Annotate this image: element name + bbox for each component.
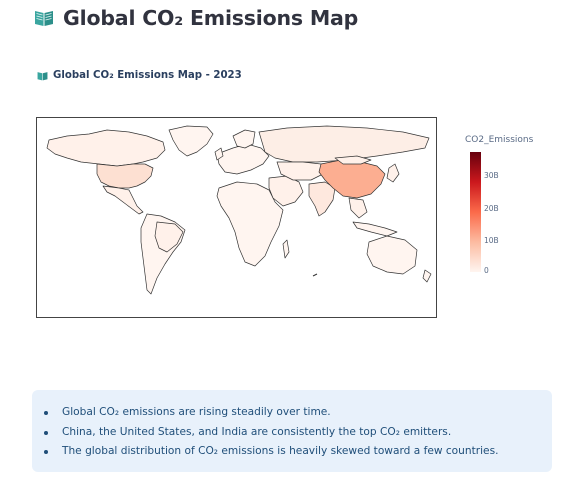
colorbar-tick: 20B [484, 204, 499, 213]
colorbar-title: CO2_Emissions [465, 135, 534, 145]
region-central-asia [276, 161, 324, 181]
region-indonesia [352, 221, 398, 237]
region-japan [386, 163, 400, 183]
region-europe [216, 143, 270, 175]
insight-item: The global distribution of CO₂ emissions… [44, 442, 552, 462]
insight-item: China, the United States, and India are … [44, 423, 552, 443]
region-australia [366, 235, 418, 275]
region-russia [258, 125, 430, 163]
region-scandinavia [232, 129, 256, 149]
book-open-icon [35, 11, 53, 26]
colorbar-gradient [470, 152, 481, 272]
chart-title: Global CO₂ Emissions Map - 2023 [37, 70, 242, 81]
region-madagascar [282, 239, 290, 259]
page-title-text: Global CO₂ Emissions Map [63, 6, 359, 30]
region-brazil [154, 221, 184, 253]
region-united-states [96, 163, 154, 189]
colorbar-tick: 0 [484, 266, 489, 275]
colorbar-tick: 30B [484, 171, 499, 180]
region-southeast-asia [348, 197, 368, 219]
insights-box: Global CO₂ emissions are rising steadily… [32, 390, 552, 472]
book-open-icon [37, 71, 48, 80]
chart-title-text: Global CO₂ Emissions Map - 2023 [53, 70, 242, 81]
colorbar-tick: 10B [484, 236, 499, 245]
region-mongolia [334, 155, 372, 165]
region-india [308, 181, 336, 217]
world-map[interactable] [36, 117, 437, 318]
insight-item: Global CO₂ emissions are rising steadily… [44, 403, 552, 423]
region-canada [46, 129, 166, 167]
region-mexico [102, 185, 144, 215]
region-uk [214, 147, 224, 161]
world-map-svg[interactable] [37, 118, 436, 317]
region-greenland [168, 125, 214, 157]
colorbar: CO2_Emissions 30B 20B 10B 0 [465, 135, 535, 285]
region-antarctic-fragment [312, 273, 318, 277]
insights-list: Global CO₂ emissions are rising steadily… [44, 403, 552, 462]
page-title: Global CO₂ Emissions Map [34, 6, 358, 30]
region-new-zealand [422, 269, 432, 283]
region-africa [216, 181, 284, 267]
